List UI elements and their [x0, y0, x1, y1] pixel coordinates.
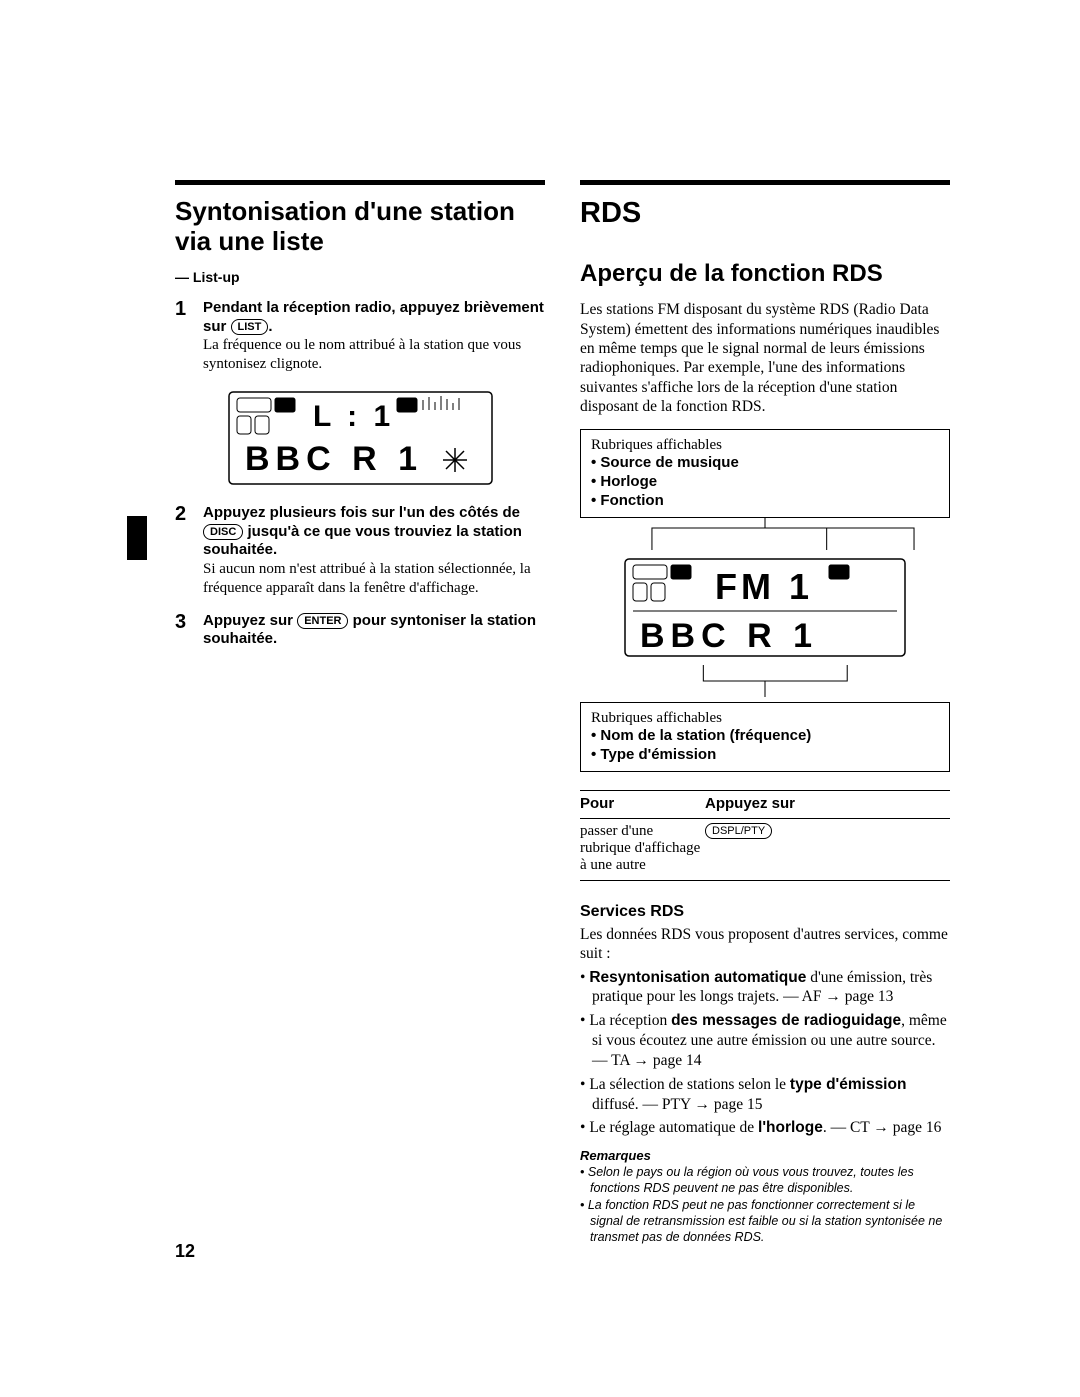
rds-intro: Les stations FM disposant du système RDS…	[580, 300, 950, 416]
display-line2: BBC R 1	[640, 617, 818, 655]
step-3: 3 Appuyez sur ENTER pour syntoniser la s…	[175, 612, 545, 650]
text: .	[268, 318, 272, 335]
callout-item: Source de musique	[600, 454, 738, 471]
callout-items: • Nom de la station (fréquence) • Type d…	[591, 727, 939, 765]
table-header: Pour Appuyez sur	[580, 791, 950, 818]
display-line1: FM 1	[715, 566, 813, 607]
section-rule	[580, 180, 950, 185]
list-item: Resyntonisation automatique d'une émissi…	[580, 968, 950, 1008]
list-item: La sélection de stations selon le type d…	[580, 1075, 950, 1115]
display-line2: BBC R 1	[245, 440, 423, 478]
list-item: La réception des messages de radioguidag…	[580, 1011, 950, 1070]
callout-connector-top	[580, 518, 950, 550]
step-detail: La fréquence ou le nom attribué à la sta…	[203, 337, 521, 372]
callout-item: Type d'émission	[600, 746, 716, 763]
text: La sélection de stations selon le	[589, 1076, 790, 1093]
disc-button-label: DISC	[203, 524, 243, 540]
radio-display-illustration: FM 1 BBC R 1	[580, 555, 950, 660]
list-item: La fonction RDS peut ne pas fonctionner …	[580, 1198, 950, 1245]
table-col-1: Pour	[580, 795, 705, 812]
arrow-icon: →	[825, 988, 841, 1005]
step-instruction: Pendant la réception radio, appuyez briè…	[203, 299, 544, 335]
text: jusqu'à ce que vous trouviez la station …	[203, 523, 522, 559]
radio-display-illustration: L : 1 BBC R 1	[223, 388, 498, 488]
list-item: Selon le pays ou la région où vous vous …	[580, 1165, 950, 1196]
action-table: Pour Appuyez sur passer d'une rubrique d…	[580, 790, 950, 881]
step-detail: Si aucun nom n'est attribué à la station…	[203, 561, 531, 596]
dspl-pty-button-label: DSPL/PTY	[705, 823, 772, 839]
rds-subtitle: Aperçu de la fonction RDS	[580, 260, 950, 288]
table-row: passer d'une rubrique d'affichage à une …	[580, 819, 950, 880]
left-section-title: Syntonisation d'une station via une list…	[175, 197, 545, 257]
callout-item: Nom de la station (fréquence)	[600, 727, 811, 744]
bold-text: des messages de radioguidage	[671, 1012, 901, 1029]
step-number: 3	[175, 612, 193, 650]
callout-header: Rubriques affichables	[591, 709, 939, 728]
text: diffusé. — PTY	[592, 1096, 694, 1113]
side-tab	[127, 516, 147, 560]
remarks-heading: Remarques	[580, 1148, 950, 1163]
listup-label: — List-up	[175, 269, 545, 285]
callout-item: Horloge	[600, 473, 657, 490]
table-cell: DSPL/PTY	[705, 823, 950, 874]
display-line1: L : 1	[313, 400, 394, 433]
services-list: Resyntonisation automatique d'une émissi…	[580, 968, 950, 1139]
arrow-icon: →	[634, 1052, 650, 1069]
text: . — CT	[823, 1119, 874, 1136]
two-column-layout: Syntonisation d'une station via une list…	[175, 180, 950, 1247]
step-number: 1	[175, 299, 193, 374]
step-list: 1 Pendant la réception radio, appuyez br…	[175, 299, 545, 649]
manual-page: Syntonisation d'une station via une list…	[0, 0, 1080, 1397]
callout-diagram: Rubriques affichables • Source de musiqu…	[580, 429, 950, 772]
right-column: RDS Aperçu de la fonction RDS Les statio…	[580, 180, 950, 1247]
enter-button-label: ENTER	[297, 613, 348, 629]
callout-top-box: Rubriques affichables • Source de musiqu…	[580, 429, 950, 518]
text: page 15	[710, 1096, 763, 1113]
remarks-list: Selon le pays ou la région où vous vous …	[580, 1165, 950, 1245]
page-number: 12	[175, 1241, 195, 1262]
text: La réception	[589, 1012, 671, 1029]
text: Appuyez plusieurs fois sur l'un des côté…	[203, 504, 520, 521]
rds-title: RDS	[580, 197, 950, 230]
step-body: Appuyez plusieurs fois sur l'un des côté…	[203, 504, 545, 598]
arrow-icon: →	[694, 1096, 710, 1113]
callout-bottom-box: Rubriques affichables • Nom de la statio…	[580, 702, 950, 772]
table-col-2: Appuyez sur	[705, 795, 950, 812]
text: page 13	[841, 988, 894, 1005]
step-2: 2 Appuyez plusieurs fois sur l'un des cô…	[175, 504, 545, 598]
step-body: Pendant la réception radio, appuyez briè…	[203, 299, 545, 374]
step-instruction: Appuyez plusieurs fois sur l'un des côté…	[203, 504, 522, 559]
services-intro: Les données RDS vous proposent d'autres …	[580, 925, 950, 964]
bold-text: l'horloge	[758, 1119, 823, 1136]
text: page 16	[889, 1119, 942, 1136]
step-1: 1 Pendant la réception radio, appuyez br…	[175, 299, 545, 374]
table-cell: passer d'une rubrique d'affichage à une …	[580, 823, 705, 874]
step-body: Appuyez sur ENTER pour syntoniser la sta…	[203, 612, 545, 650]
text: Appuyez sur	[203, 612, 297, 629]
callout-header: Rubriques affichables	[591, 436, 939, 455]
callout-connector-bottom	[580, 665, 950, 697]
left-column: Syntonisation d'une station via une list…	[175, 180, 545, 1247]
callout-items: • Source de musique • Horloge • Fonction	[591, 454, 939, 510]
arrow-icon: →	[873, 1119, 889, 1136]
list-item: Le réglage automatique de l'horloge. — C…	[580, 1118, 950, 1138]
services-heading: Services RDS	[580, 903, 950, 921]
bold-text: Resyntonisation automatique	[589, 969, 806, 986]
step-instruction: Appuyez sur ENTER pour syntoniser la sta…	[203, 612, 536, 648]
list-button-label: LIST	[231, 319, 269, 335]
text: page 14	[649, 1052, 702, 1069]
text: Le réglage automatique de	[589, 1119, 758, 1136]
step-number: 2	[175, 504, 193, 598]
section-rule	[175, 180, 545, 185]
callout-item: Fonction	[600, 492, 663, 509]
bold-text: type d'émission	[790, 1076, 907, 1093]
